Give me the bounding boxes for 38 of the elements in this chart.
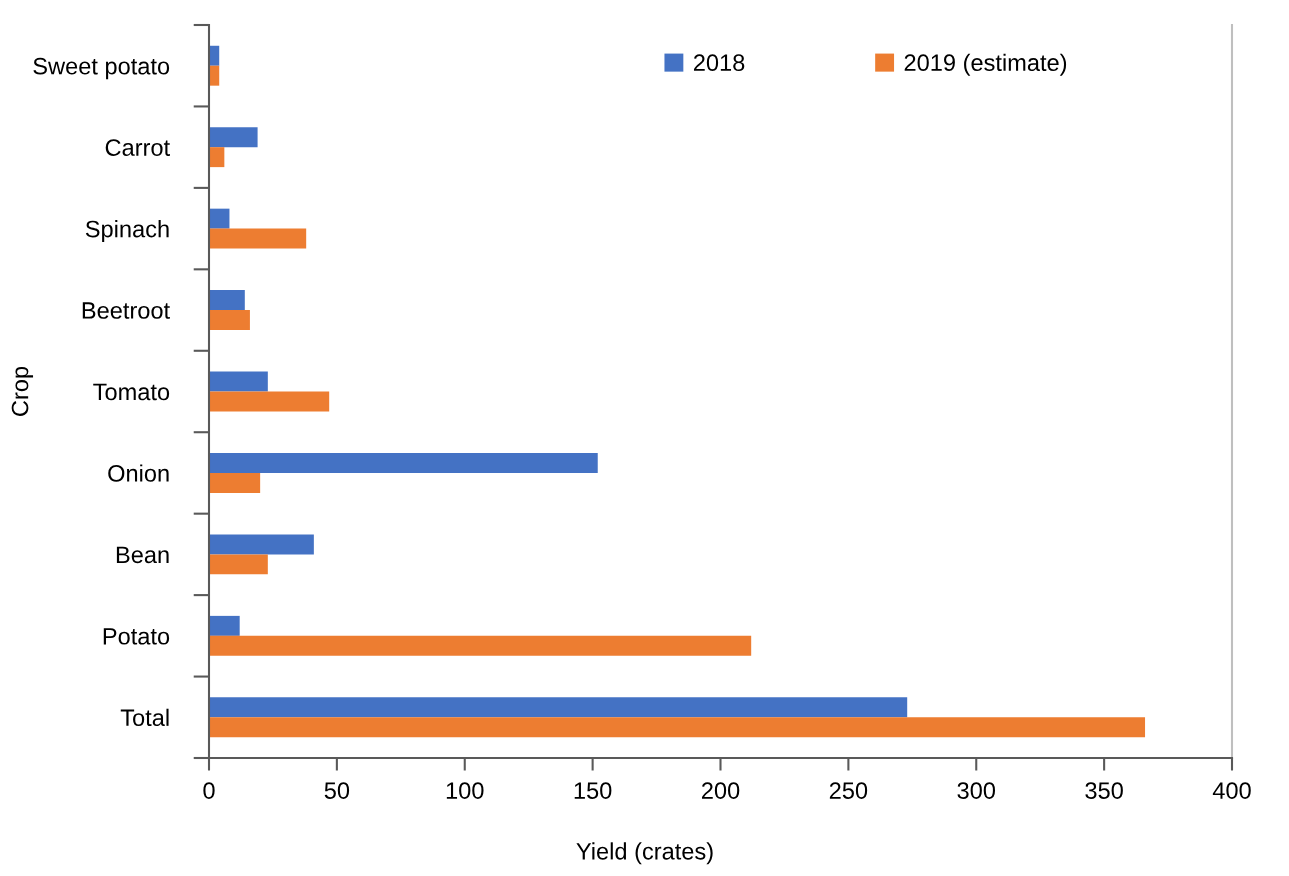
- bar: [209, 127, 258, 148]
- bar: [209, 717, 1146, 738]
- legend-label: 2018: [693, 54, 745, 72]
- x-tick-label: 0: [203, 782, 215, 799]
- bar: [209, 208, 230, 229]
- bar: [209, 371, 268, 392]
- bar: [209, 228, 307, 249]
- y-axis-title: Crop: [11, 366, 34, 416]
- bar: [209, 554, 268, 575]
- x-tick-label: 300: [957, 782, 996, 799]
- y-tick-label: Sweet potato: [33, 57, 170, 80]
- bar: [209, 310, 250, 331]
- y-tick-label: Spinach: [85, 220, 169, 243]
- bar: [209, 147, 225, 168]
- bar: [209, 472, 261, 493]
- x-tick-label: 200: [701, 782, 740, 799]
- bar: [209, 534, 314, 555]
- x-tick-label: 50: [324, 782, 350, 799]
- y-tick-label: Potato: [103, 628, 170, 645]
- bar: [209, 391, 330, 412]
- bar: [209, 452, 598, 473]
- x-axis-title: Yield (crates): [576, 842, 713, 865]
- legend-label: 2019 (estimate): [904, 53, 1067, 76]
- bar: [209, 697, 908, 718]
- bar: [209, 635, 752, 656]
- x-tick-label: 350: [1085, 782, 1123, 799]
- y-tick-label: Bean: [116, 546, 169, 564]
- bar: [209, 615, 240, 636]
- y-tick-label: Beetroot: [82, 302, 170, 319]
- y-tick-label: Total: [120, 708, 169, 727]
- x-tick-label: 400: [1212, 782, 1251, 799]
- x-tick-label: 150: [574, 782, 612, 799]
- x-tick-label: 250: [829, 782, 868, 799]
- bar: [209, 290, 245, 311]
- y-tick-label: Carrot: [105, 139, 170, 156]
- y-tick-label: Onion: [108, 464, 169, 482]
- x-tick-label: 100: [446, 782, 484, 799]
- y-tick-label: Tomato: [93, 383, 170, 401]
